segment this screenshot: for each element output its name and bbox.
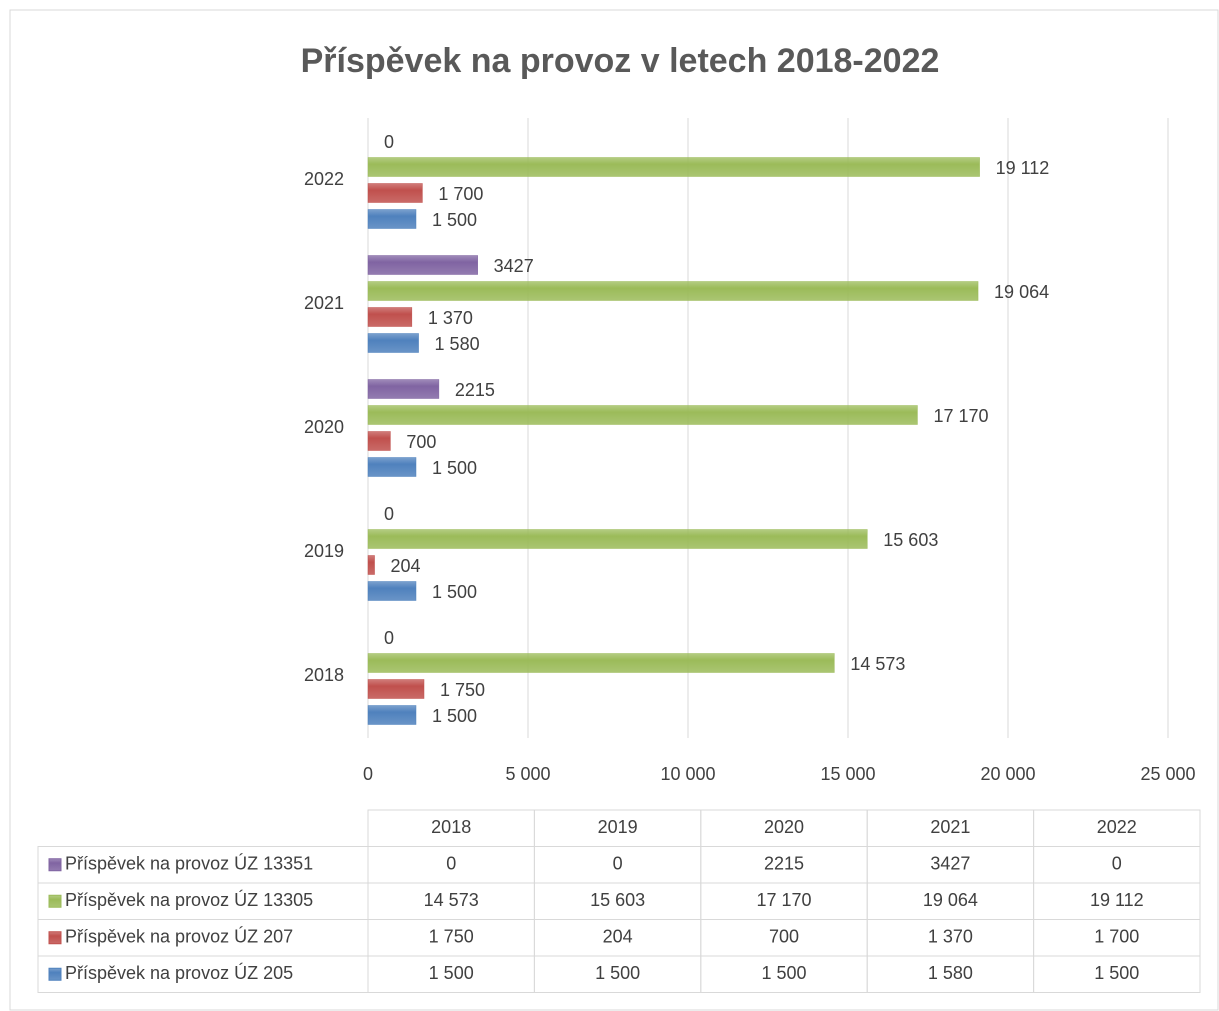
table-value: 1 750 — [429, 927, 474, 947]
table-value: 1 700 — [1094, 927, 1139, 947]
y-tick-label: 2021 — [304, 293, 344, 313]
legend-label: Příspěvek na provoz ÚZ 207 — [65, 926, 293, 947]
table-cell — [1033, 955, 1201, 993]
table-value: 700 — [769, 927, 799, 947]
bar — [367, 653, 835, 673]
x-tick-label: 20 000 — [980, 764, 1035, 784]
y-tick-label: 2022 — [304, 169, 344, 189]
data-label: 19 064 — [994, 282, 1049, 302]
table-value: 14 573 — [424, 890, 479, 910]
bar — [367, 431, 391, 451]
bar — [367, 529, 868, 549]
table-header: 2022 — [1097, 817, 1137, 837]
y-tick-label: 2020 — [304, 417, 344, 437]
data-label: 0 — [384, 504, 394, 524]
legend-label: Příspěvek na provoz ÚZ 13305 — [65, 889, 313, 910]
bar — [367, 307, 413, 327]
bar — [367, 679, 425, 699]
data-label: 0 — [384, 132, 394, 152]
table-value: 1 500 — [595, 963, 640, 983]
data-label: 3427 — [494, 256, 534, 276]
table-value: 19 112 — [1090, 890, 1144, 910]
bar — [367, 405, 918, 425]
data-label: 1 750 — [440, 680, 485, 700]
data-label: 1 500 — [432, 458, 477, 478]
x-tick-label: 5 000 — [505, 764, 550, 784]
data-label: 1 700 — [438, 184, 483, 204]
table-value: 1 580 — [928, 963, 973, 983]
table-value: 3427 — [930, 854, 970, 874]
x-tick-label: 25 000 — [1140, 764, 1195, 784]
bar — [367, 555, 375, 575]
table-value: 0 — [1112, 854, 1122, 874]
x-tick-label: 0 — [363, 764, 373, 784]
y-tick-label: 2018 — [304, 665, 344, 685]
y-tick-label: 2019 — [304, 541, 344, 561]
bar — [367, 209, 417, 229]
data-label: 1 580 — [435, 334, 480, 354]
table-value: 2215 — [764, 854, 804, 874]
bar — [367, 457, 417, 477]
bar — [367, 281, 979, 301]
bar — [367, 581, 417, 601]
table-header: 2021 — [930, 817, 970, 837]
data-label: 1 500 — [432, 210, 477, 230]
legend-label: Příspěvek na provoz ÚZ 205 — [65, 962, 293, 983]
bar — [367, 705, 417, 725]
table-header: 2018 — [431, 817, 471, 837]
legend-label: Příspěvek na provoz ÚZ 13351 — [65, 853, 313, 874]
bar — [367, 255, 478, 275]
data-label: 1 370 — [428, 308, 473, 328]
data-label: 14 573 — [850, 654, 905, 674]
data-label: 700 — [406, 432, 436, 452]
table-value: 15 603 — [590, 890, 645, 910]
table-value: 1 500 — [761, 963, 806, 983]
table-value: 19 064 — [923, 890, 978, 910]
data-label: 15 603 — [883, 530, 938, 550]
chart-title: Příspěvek na provoz v letech 2018-2022 — [301, 42, 940, 80]
data-label: 19 112 — [996, 158, 1050, 178]
bar — [367, 183, 423, 203]
data-label: 17 170 — [933, 406, 988, 426]
data-label: 1 500 — [432, 706, 477, 726]
legend-swatch — [48, 894, 62, 908]
table-header: 2019 — [598, 817, 638, 837]
bar — [367, 379, 440, 399]
table-value: 0 — [613, 854, 623, 874]
table-value: 204 — [603, 927, 633, 947]
data-label: 2215 — [455, 380, 495, 400]
legend-swatch — [48, 931, 62, 945]
table-value: 1 500 — [429, 963, 474, 983]
table-value: 1 500 — [1094, 963, 1139, 983]
table-value: 0 — [446, 854, 456, 874]
table-value: 17 170 — [756, 890, 811, 910]
data-label: 0 — [384, 628, 394, 648]
bar — [367, 333, 419, 353]
table-value: 1 370 — [928, 927, 973, 947]
bar — [367, 157, 980, 177]
data-label: 204 — [391, 556, 421, 576]
x-tick-label: 10 000 — [660, 764, 715, 784]
legend-swatch — [48, 858, 62, 872]
table-header: 2020 — [764, 817, 804, 837]
data-label: 1 500 — [432, 582, 477, 602]
x-tick-label: 15 000 — [820, 764, 875, 784]
legend-swatch — [48, 967, 62, 981]
